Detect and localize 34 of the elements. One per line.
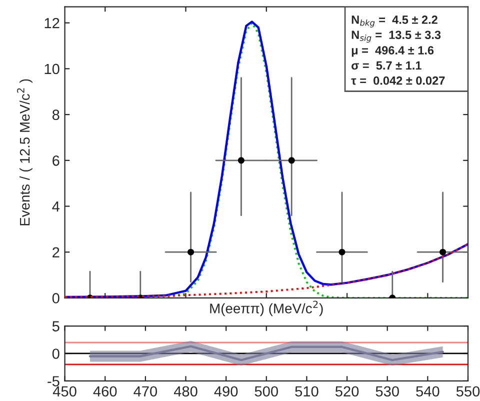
y-tick-label: 0: [52, 293, 60, 304]
y-axis-title: Events / ( 12.5 MeV/c$^{2}$ ): [17, 79, 32, 226]
x-tick-label: 500: [254, 386, 278, 397]
x-tick-label: 470: [134, 386, 158, 397]
annotation: τ = 0.042 ± 0.027: [351, 76, 445, 85]
line-series: [88, 345, 444, 362]
x-tick-label: 550: [456, 386, 480, 397]
x-tick-label: 460: [93, 386, 117, 397]
point: [338, 248, 346, 256]
x-tick-label: 540: [416, 386, 440, 397]
point: [288, 157, 295, 164]
x-axis-title: M(eeππ) (MeV/c$^{2}$): [210, 300, 323, 316]
annotation: N$_{bkg}$ = 4.5 ± 2.2: [352, 16, 438, 28]
y-tick-label: 10: [44, 64, 60, 74]
x-tick-label: 480: [174, 386, 198, 397]
x-tick-label: 520: [335, 386, 359, 397]
x-tick-label: 450: [52, 386, 76, 397]
x-tick-label: 490: [214, 386, 238, 397]
annotation: σ = 5.7 ± 1.1: [352, 61, 422, 70]
y-tick-label: 5: [52, 321, 60, 332]
annotation: N$_{sig}$ = 13.5 ± 3.3: [352, 30, 441, 43]
x-tick-label: 530: [376, 386, 399, 397]
y-tick-label: 2: [52, 247, 60, 258]
y-tick-label: 4: [52, 202, 60, 212]
y-tick-label: 12: [44, 18, 60, 28]
x-tick-label: 510: [295, 386, 318, 397]
y-tick-label: -5: [48, 376, 60, 386]
point: [440, 248, 446, 256]
y-tick-label: 0: [52, 348, 60, 359]
annotation: μ = 496.4 ± 1.6: [352, 46, 434, 57]
point: [238, 157, 244, 164]
point: [188, 248, 194, 256]
y-tick-label: 6: [52, 156, 60, 166]
y-tick-label: 8: [52, 110, 60, 120]
